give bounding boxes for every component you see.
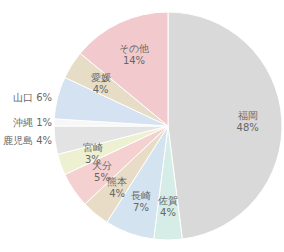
category-label: 宮崎	[83, 142, 103, 153]
category-label: 山口	[13, 92, 33, 103]
data-label: 沖縄1%	[13, 117, 52, 128]
data-label: 鹿児島4%	[3, 135, 52, 146]
value-label: 4%	[93, 84, 109, 95]
category-label: 長崎	[131, 190, 151, 201]
value-label: 14%	[123, 55, 145, 66]
category-label: その他	[119, 43, 149, 54]
value-label: 5%	[94, 172, 110, 183]
data-labels: 福岡48%佐賀4%長崎7%熊本4%大分5%宮崎3%鹿児島4%沖縄1%山口6%愛媛…	[3, 43, 259, 218]
pie-slice	[80, 12, 168, 126]
value-label: 6%	[36, 92, 52, 103]
value-label: 4%	[160, 207, 176, 218]
pie-slice	[54, 126, 168, 154]
pie	[54, 12, 282, 240]
value-label: 1%	[36, 117, 52, 128]
value-label: 7%	[133, 202, 149, 213]
value-label: 48%	[237, 122, 259, 133]
category-label: 佐賀	[158, 195, 178, 206]
value-label: 3%	[85, 154, 101, 165]
category-label: 鹿児島	[3, 135, 33, 146]
chart-container: 福岡48%佐賀4%長崎7%熊本4%大分5%宮崎3%鹿児島4%沖縄1%山口6%愛媛…	[0, 0, 284, 252]
data-label: 山口6%	[13, 92, 52, 103]
value-label: 4%	[36, 135, 52, 146]
category-label: 愛媛	[91, 72, 111, 83]
pie-slice	[168, 12, 282, 239]
category-label: 福岡	[238, 110, 258, 121]
category-label: 熊本	[107, 176, 127, 187]
chart-svg: 福岡48%佐賀4%長崎7%熊本4%大分5%宮崎3%鹿児島4%沖縄1%山口6%愛媛…	[0, 0, 284, 252]
value-label: 4%	[109, 188, 125, 199]
category-label: 沖縄	[13, 117, 33, 128]
